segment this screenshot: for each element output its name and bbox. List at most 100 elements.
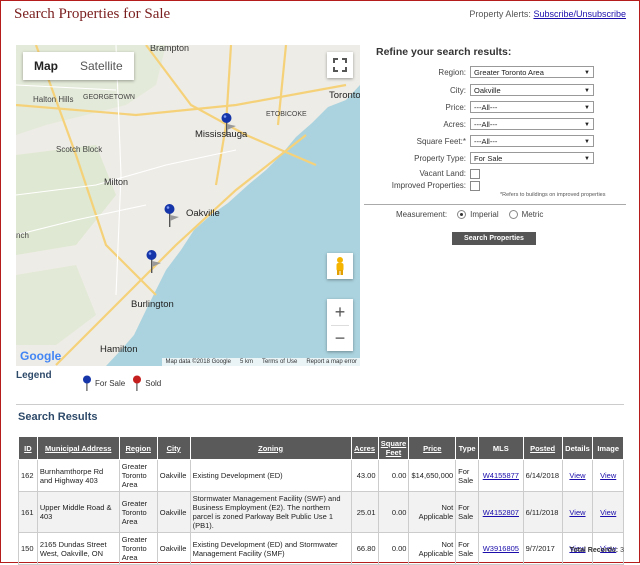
col-image: Image xyxy=(592,436,624,460)
city-select[interactable]: Oakville ▼ xyxy=(470,84,594,96)
property-type-select[interactable]: For Sale ▼ xyxy=(470,152,594,164)
image-view-link[interactable]: View xyxy=(600,544,617,553)
col-address[interactable]: Municipal Address xyxy=(36,436,120,460)
details-view-link[interactable]: View xyxy=(569,471,586,480)
for-sale-marker-icon[interactable] xyxy=(219,112,237,136)
map-label-georgetown: GEORGETOWN xyxy=(83,94,135,101)
metric-radio[interactable] xyxy=(508,210,518,219)
map-label-brampton: Brampton xyxy=(150,45,190,53)
square-feet-note: *Refers to buildings on improved propert… xyxy=(500,192,606,198)
region-select[interactable]: Greater Toronto Area ▼ xyxy=(470,66,594,78)
cell-address: Burnhamthorpe Rd and Highway 403 xyxy=(36,459,120,492)
chevron-down-icon: ▼ xyxy=(584,156,590,162)
cell-id: 162 xyxy=(18,459,38,492)
mls-link[interactable]: W4155877 xyxy=(482,471,519,480)
legend-for-sale: For Sale xyxy=(95,378,126,388)
map-label-burlington: Burlington xyxy=(131,299,174,310)
subscribe-link[interactable]: Subscribe/Unsubscribe xyxy=(533,9,626,19)
mls-link[interactable]: W3916805 xyxy=(482,544,519,553)
price-label: Price: xyxy=(445,103,466,112)
imperial-radio[interactable] xyxy=(457,210,467,219)
cell-acres: 25.01 xyxy=(350,491,379,533)
search-properties-button[interactable]: Search Properties xyxy=(452,232,536,245)
map-label-etobicoke: ETOBICOKE xyxy=(266,111,307,118)
col-acres[interactable]: Acres xyxy=(350,436,379,460)
col-region[interactable]: Region xyxy=(118,436,158,460)
pegman-icon xyxy=(336,257,344,275)
page-title: Search Properties for Sale xyxy=(14,6,171,22)
cell-posted: 6/11/2018 xyxy=(522,491,563,533)
search-results-title: Search Results xyxy=(18,411,98,423)
measurement-label: Measurement: xyxy=(396,210,448,219)
zoom-in-button[interactable]: + xyxy=(334,302,346,322)
image-view-link[interactable]: View xyxy=(600,471,617,480)
map-canvas xyxy=(16,45,360,366)
cell-type: For Sale xyxy=(455,532,480,565)
col-details: Details xyxy=(561,436,594,460)
for-sale-marker-icon[interactable] xyxy=(144,249,162,273)
col-square-feet[interactable]: Square Feet xyxy=(377,436,410,460)
refine-title: Refine your search results: xyxy=(376,46,512,58)
cell-region: Greater Toronto Area xyxy=(118,491,158,533)
region-label: Region: xyxy=(438,68,466,77)
map-type-map-button[interactable]: Map xyxy=(34,59,58,73)
property-type-label: Property Type: xyxy=(414,154,466,163)
mls-link[interactable]: W4152807 xyxy=(482,507,519,517)
cell-posted: 9/7/2017 xyxy=(522,532,563,565)
map-type-satellite-button[interactable]: Satellite xyxy=(80,59,123,73)
street-view-pegman-button[interactable] xyxy=(327,253,353,279)
map-label-nch: nch xyxy=(16,231,29,240)
measurement-group: Measurement: Imperial Metric xyxy=(396,210,543,219)
chevron-down-icon: ▼ xyxy=(584,70,590,76)
table-row: 150 2165 Dundas Street West, Oakville, O… xyxy=(18,532,624,565)
legend-title: Legend xyxy=(16,370,52,381)
map-scale: 5 km xyxy=(239,359,253,365)
col-zoning[interactable]: Zoning xyxy=(189,436,352,460)
for-sale-marker-icon[interactable] xyxy=(162,203,180,227)
details-view-link[interactable]: View xyxy=(569,544,586,553)
zoom-out-button[interactable]: − xyxy=(334,328,346,348)
col-city[interactable]: City xyxy=(156,436,191,460)
map-label-halton-hills: Halton Hills xyxy=(33,95,74,104)
cell-zoning: Existing Development (ED) and Stormwater… xyxy=(189,532,352,565)
fullscreen-button[interactable] xyxy=(327,52,353,78)
improved-properties-checkbox[interactable] xyxy=(470,181,480,191)
city-label: City: xyxy=(450,86,466,95)
cell-acres: 66.80 xyxy=(350,532,379,565)
map-footer: Map data ©2018 Google 5 km Terms of Use … xyxy=(162,358,360,366)
total-records-value: 3 xyxy=(620,547,624,554)
zoom-control: + − xyxy=(327,299,353,351)
cell-region: Greater Toronto Area xyxy=(118,459,158,492)
terms-of-use-link[interactable]: Terms of Use xyxy=(261,359,298,365)
col-mls: MLS xyxy=(478,436,524,460)
vacant-land-checkbox[interactable] xyxy=(470,169,480,179)
cell-price: Not Applicable xyxy=(408,491,457,533)
image-view-link[interactable]: View xyxy=(600,507,617,517)
cell-zoning: Stormwater Management Facility (SWF) and… xyxy=(189,491,352,533)
map-label-hamilton: Hamilton xyxy=(100,344,138,355)
col-id[interactable]: ID xyxy=(18,436,38,460)
google-logo: Google xyxy=(20,349,62,363)
col-price[interactable]: Price xyxy=(408,436,457,460)
details-view-link[interactable]: View xyxy=(569,507,586,517)
cell-type: For Sale xyxy=(455,491,480,533)
col-type: Type xyxy=(455,436,480,460)
chevron-down-icon: ▼ xyxy=(584,139,590,145)
acres-select[interactable]: ---All--- ▼ xyxy=(470,118,594,130)
square-feet-select[interactable]: ---All--- ▼ xyxy=(470,135,594,147)
cell-region: Greater Toronto Area xyxy=(118,532,158,565)
map-label-scotch-block: Scotch Block xyxy=(56,145,103,154)
cell-posted: 6/14/2018 xyxy=(522,459,563,492)
col-posted[interactable]: Posted xyxy=(522,436,563,460)
alerts-label: Property Alerts: xyxy=(469,9,531,19)
cell-id: 161 xyxy=(18,491,38,533)
cell-address: 2165 Dundas Street West, Oakville, ON xyxy=(36,532,120,565)
square-feet-label: Square Feet:* xyxy=(416,137,466,146)
report-map-error-link[interactable]: Report a map error xyxy=(306,359,357,365)
for-sale-pin-icon xyxy=(83,375,91,391)
price-select[interactable]: ---All--- ▼ xyxy=(470,101,594,113)
results-divider xyxy=(16,404,624,405)
fullscreen-icon xyxy=(333,58,347,72)
acres-label: Acres: xyxy=(443,120,466,129)
property-map[interactable]: Brampton Halton Hills GEORGETOWN Mississ… xyxy=(16,45,360,366)
